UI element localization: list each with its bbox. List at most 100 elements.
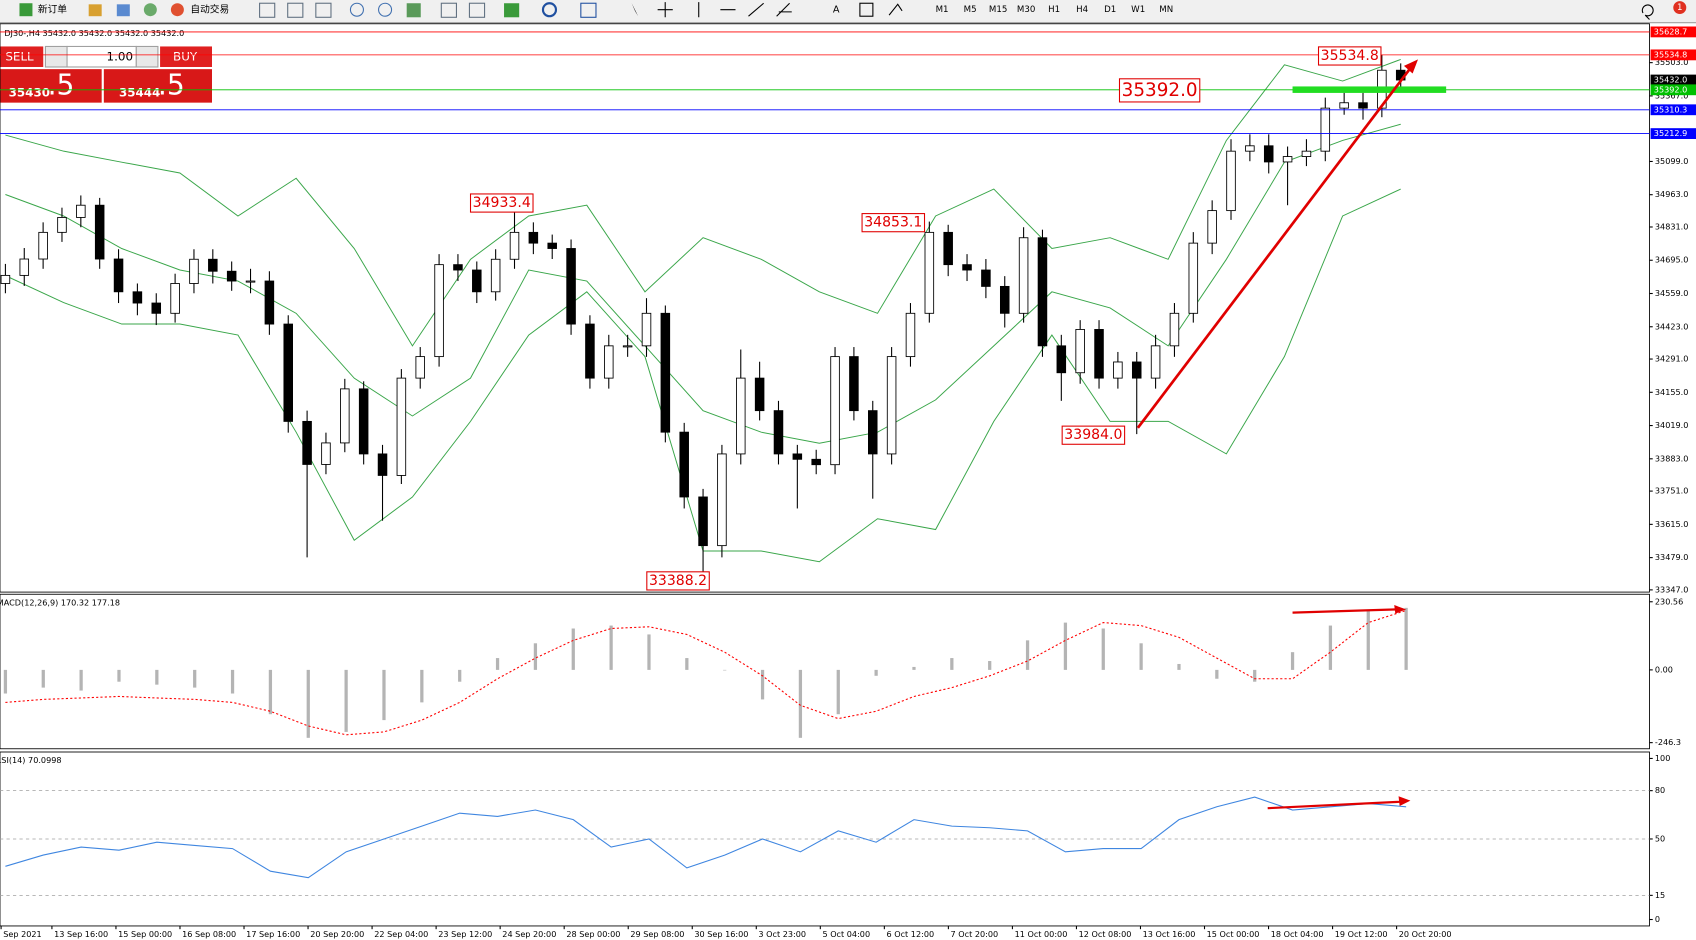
search[interactable] bbox=[1641, 4, 1654, 20]
icon[interactable] bbox=[143, 3, 157, 17]
tool[interactable] bbox=[776, 2, 792, 17]
macd-bar bbox=[950, 658, 954, 670]
timeframe-button[interactable]: D1 bbox=[1104, 5, 1116, 15]
tool[interactable] bbox=[287, 2, 304, 18]
notification-badge[interactable] bbox=[1673, 1, 1687, 15]
macd-bar bbox=[1139, 643, 1143, 670]
price-level-label: 35628.7 bbox=[1654, 26, 1688, 36]
candle-body bbox=[358, 388, 369, 455]
icon[interactable] bbox=[88, 4, 102, 17]
x-tick-label: 19 Oct 12:00 bbox=[1335, 929, 1388, 939]
drawing-tools: A 1 bbox=[259, 1, 1687, 20]
macd-bar bbox=[41, 669, 45, 688]
macd-bar bbox=[268, 669, 273, 715]
trend-arrow bbox=[1403, 59, 1419, 74]
candle-body bbox=[1263, 145, 1274, 163]
macd-bar bbox=[3, 669, 8, 694]
panel-frame bbox=[0, 593, 1650, 750]
tool[interactable] bbox=[440, 2, 457, 18]
tool[interactable] bbox=[631, 3, 639, 17]
candle-body bbox=[660, 312, 671, 433]
y-tick-label: 15 bbox=[1655, 890, 1665, 900]
timeframe-button[interactable]: M5 bbox=[964, 5, 977, 15]
bid-box[interactable] bbox=[0, 69, 102, 103]
candle-body bbox=[1150, 345, 1161, 379]
tool[interactable] bbox=[504, 3, 520, 18]
auto-trading-button[interactable]: 自动交易 bbox=[170, 3, 229, 17]
ask-pips: .5 bbox=[158, 68, 185, 101]
candle-body bbox=[453, 264, 463, 271]
y-tick-label: 80 bbox=[1655, 785, 1665, 795]
timeframe-button[interactable]: MN bbox=[1159, 5, 1173, 15]
timeframe-button[interactable]: W1 bbox=[1131, 5, 1145, 15]
macd-bar bbox=[155, 669, 159, 685]
candle-body bbox=[57, 217, 67, 233]
candle-body bbox=[830, 356, 840, 466]
x-tick-label: 13 Sep 16:00 bbox=[54, 929, 108, 939]
candle-body bbox=[773, 410, 784, 455]
candle-body bbox=[151, 302, 162, 314]
y-tick-label: 34019.0 bbox=[1655, 420, 1689, 430]
x-tick-label: 28 Sep 00:00 bbox=[566, 929, 620, 939]
tool[interactable] bbox=[468, 2, 486, 18]
y-tick-label: 230.56 bbox=[1655, 596, 1683, 606]
volume-down[interactable] bbox=[44, 45, 68, 68]
candle-body bbox=[113, 258, 124, 293]
buy-button[interactable] bbox=[160, 46, 212, 67]
candle-body bbox=[132, 291, 143, 304]
tool[interactable] bbox=[657, 2, 673, 18]
candle-body bbox=[999, 285, 1010, 314]
tool[interactable]: A bbox=[833, 5, 840, 16]
tool[interactable] bbox=[315, 2, 332, 18]
macd-bar bbox=[874, 669, 878, 676]
tool[interactable] bbox=[888, 3, 903, 16]
candle-body bbox=[94, 204, 105, 260]
tool[interactable] bbox=[541, 2, 558, 18]
y-tick-label: 100 bbox=[1655, 753, 1670, 763]
bid-pips: .5 bbox=[48, 68, 75, 101]
tool[interactable] bbox=[378, 2, 393, 17]
candle-body bbox=[245, 280, 256, 283]
tool[interactable] bbox=[698, 2, 764, 18]
candle-body bbox=[1131, 361, 1142, 379]
tool[interactable] bbox=[580, 2, 597, 18]
price-annotation: 33984.0 bbox=[1064, 427, 1122, 443]
candle-body bbox=[415, 356, 425, 379]
sell-button[interactable] bbox=[0, 46, 44, 67]
new-order-button[interactable]: 新订单 bbox=[19, 3, 67, 17]
y-tick-label: 33751.0 bbox=[1655, 486, 1689, 496]
candle-body bbox=[566, 248, 576, 325]
price-level-label: 35432.0 bbox=[1654, 75, 1688, 85]
candle-body bbox=[679, 431, 689, 498]
tool[interactable] bbox=[259, 2, 276, 18]
timeframe-button[interactable]: M1 bbox=[936, 5, 949, 15]
y-tick-label: 34831.0 bbox=[1655, 221, 1689, 231]
icon bbox=[170, 3, 184, 17]
candle-body bbox=[849, 356, 859, 412]
macd-bar bbox=[193, 669, 197, 688]
candle-body bbox=[1282, 156, 1293, 163]
y-tick-label: 34423.0 bbox=[1655, 321, 1689, 331]
macd-bar bbox=[1253, 669, 1257, 682]
candle-body bbox=[886, 356, 897, 455]
timeframe-button[interactable]: M30 bbox=[1017, 5, 1035, 15]
volume-up[interactable] bbox=[135, 45, 159, 68]
candle-body bbox=[1113, 361, 1123, 379]
tool[interactable] bbox=[349, 2, 364, 17]
timeframe-button[interactable]: H4 bbox=[1076, 5, 1088, 15]
candle-body bbox=[472, 269, 482, 293]
x-tick-label: 24 Sep 20:00 bbox=[502, 929, 556, 939]
timeframe-button[interactable]: M15 bbox=[989, 5, 1007, 15]
tool[interactable] bbox=[406, 3, 421, 18]
ask-box[interactable] bbox=[103, 69, 212, 103]
timeframe-button[interactable]: H1 bbox=[1048, 5, 1060, 15]
trend-line bbox=[1267, 800, 1402, 810]
macd-bar bbox=[1063, 622, 1068, 670]
icon[interactable] bbox=[116, 4, 130, 17]
tool[interactable] bbox=[859, 2, 874, 17]
macd-bar bbox=[382, 669, 386, 721]
candle-body bbox=[226, 270, 237, 282]
y-tick-label: 34963.0 bbox=[1655, 189, 1689, 199]
